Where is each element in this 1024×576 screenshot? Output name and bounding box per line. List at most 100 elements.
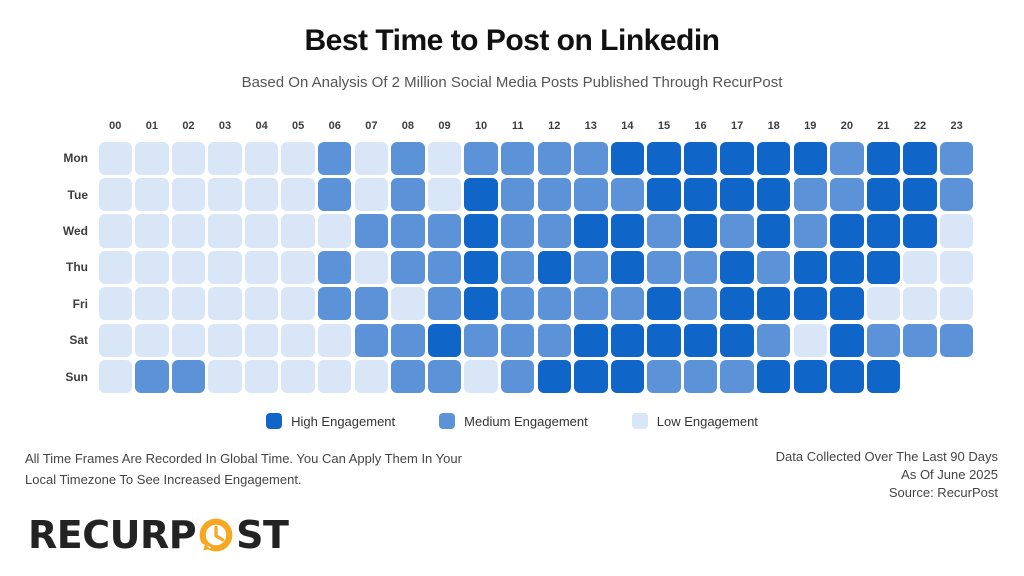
heatmap-cell-wed-19	[792, 213, 829, 249]
heatmap-cell-tue-00	[97, 176, 134, 212]
heatmap-cell-sat-22	[902, 322, 939, 358]
heatmap-cell-sat-12	[536, 322, 573, 358]
heatmap-row-tue: Tue	[0, 176, 1000, 212]
heatmap-cell-mon-15	[646, 140, 683, 176]
heatmap-cell-sat-05	[280, 322, 317, 358]
heatmap-cell-wed-02	[170, 213, 207, 249]
heatmap-cell-fri-21	[865, 286, 902, 322]
heatmap-cell-thu-23	[938, 249, 975, 285]
heatmap-cell-wed-00	[97, 213, 134, 249]
hour-label-22: 22	[913, 120, 927, 132]
heatmap-cell-sun-12	[536, 358, 573, 394]
hour-label-00: 00	[109, 120, 122, 132]
heatmap-cell-sun-03	[207, 358, 244, 394]
heatmap-cell-mon-22	[902, 140, 939, 176]
page-subtitle: Based On Analysis Of 2 Million Social Me…	[241, 74, 783, 91]
heatmap-cell-wed-01	[134, 213, 171, 249]
heatmap-cell-thu-12	[536, 249, 573, 285]
hour-label-03: 03	[218, 120, 232, 132]
heatmap-cell-tue-06	[316, 176, 353, 212]
hour-label-04: 04	[255, 120, 268, 132]
heatmap-cell-sun-05	[280, 358, 317, 394]
day-label-sun: Sun	[65, 369, 88, 384]
hour-label-05: 05	[292, 120, 305, 132]
heatmap-cell-tue-15	[646, 176, 683, 212]
heatmap-row-sat: Sat	[0, 322, 1000, 358]
heatmap-cell-sat-18	[755, 322, 792, 358]
heatmap-cell-sun-07	[353, 358, 390, 394]
legend-swatch-l	[631, 413, 648, 429]
heatmap-cell-fri-17	[719, 286, 756, 322]
heatmap-cell-wed-13	[573, 213, 610, 249]
heatmap-cell-tue-05	[280, 176, 317, 212]
legend-item-m: Medium Engagement	[439, 413, 588, 429]
heatmap-cell-fri-02	[170, 286, 207, 322]
heatmap-row-sun: Sun	[0, 358, 1000, 394]
heatmap-cell-sun-14	[609, 358, 646, 394]
heatmap-cell-wed-03	[207, 213, 244, 249]
hour-label-10: 10	[474, 120, 488, 132]
legend-label: Medium Engagement	[464, 413, 588, 429]
logo-text-suffix: ST	[236, 513, 289, 557]
heatmap-row-fri: Fri	[0, 286, 1000, 322]
heatmap-cell-sat-13	[573, 322, 610, 358]
heatmap-cell-thu-17	[719, 249, 756, 285]
heatmap-cell-tue-16	[682, 176, 719, 212]
heatmap-cell-sun-23	[938, 358, 975, 394]
heatmap-cell-fri-12	[536, 286, 573, 322]
heatmap-cell-tue-23	[938, 176, 975, 212]
heatmap-cell-tue-14	[609, 176, 646, 212]
heatmap-cell-thu-11	[499, 249, 536, 285]
heatmap-cell-wed-18	[755, 213, 792, 249]
heatmap-cell-mon-02	[170, 140, 207, 176]
clock-icon	[199, 518, 233, 554]
day-label-mon: Mon	[63, 151, 88, 166]
heatmap-cell-sun-02	[170, 358, 207, 394]
heatmap-cell-tue-19	[792, 176, 829, 212]
footnote-source-line: Source: RecurPost	[888, 484, 998, 500]
heatmap-cell-mon-13	[573, 140, 610, 176]
heatmap-cell-thu-20	[829, 249, 866, 285]
heatmap-cell-wed-21	[865, 213, 902, 249]
heatmap-cell-wed-11	[499, 213, 536, 249]
heatmap-cell-wed-15	[646, 213, 683, 249]
heatmap-cell-sat-10	[463, 322, 500, 358]
heatmap-cell-thu-14	[609, 249, 646, 285]
heatmap-cell-sun-10	[463, 358, 500, 394]
heatmap-cell-tue-03	[207, 176, 244, 212]
day-label-tue: Tue	[67, 187, 88, 202]
heatmap-cell-thu-15	[646, 249, 683, 285]
heatmap-cell-fri-22	[902, 286, 939, 322]
heatmap-cell-sun-20	[829, 358, 866, 394]
heatmap-cell-sat-02	[170, 322, 207, 358]
heatmap-cell-sun-19	[792, 358, 829, 394]
day-label-fri: Fri	[72, 296, 88, 311]
heatmap-cell-wed-07	[353, 213, 390, 249]
heatmap-cell-sat-09	[426, 322, 463, 358]
heatmap-cell-mon-04	[243, 140, 280, 176]
heatmap-cell-thu-16	[682, 249, 719, 285]
heatmap-cell-fri-07	[353, 286, 390, 322]
footnote-timezone: All Time Frames Are Recorded In Global T…	[25, 451, 462, 488]
heatmap-cell-tue-09	[426, 176, 463, 212]
heatmap-cell-mon-06	[316, 140, 353, 176]
heatmap-cell-sun-17	[719, 358, 756, 394]
heatmap-cell-sat-19	[792, 322, 829, 358]
day-label-wed: Wed	[62, 223, 88, 238]
heatmap-cell-sat-20	[829, 322, 866, 358]
legend-swatch-h	[266, 413, 283, 429]
heatmap-cell-fri-20	[829, 286, 866, 322]
hour-label-17: 17	[730, 120, 744, 132]
heatmap-cell-tue-12	[536, 176, 573, 212]
heatmap-cell-mon-18	[755, 140, 792, 176]
heatmap-cell-wed-16	[682, 213, 719, 249]
legend-item-l: Low Engagement	[631, 413, 758, 429]
heatmap-cell-sat-01	[134, 322, 171, 358]
heatmap-cell-sat-11	[499, 322, 536, 358]
heatmap-cell-thu-21	[865, 249, 902, 285]
heatmap-cell-mon-08	[390, 140, 427, 176]
heatmap-cell-mon-17	[719, 140, 756, 176]
hour-label-20: 20	[840, 120, 853, 132]
heatmap-cell-wed-05	[280, 213, 317, 249]
recurpost-logo: RECURP ST	[28, 512, 289, 558]
